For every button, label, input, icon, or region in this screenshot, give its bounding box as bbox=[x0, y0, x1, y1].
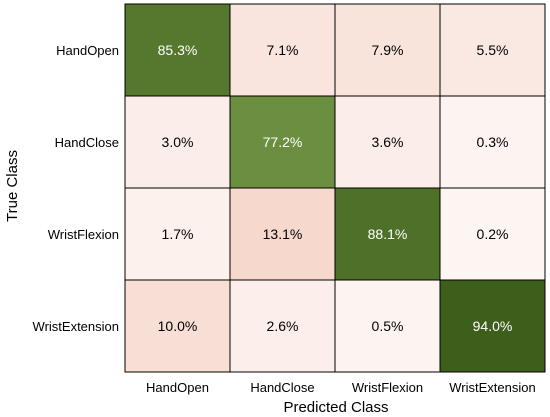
y-tick-label-2: WristFlexion bbox=[48, 227, 119, 242]
cell-value-label-2-1: 13.1% bbox=[263, 226, 303, 242]
cell-value-label-3-0: 10.0% bbox=[158, 318, 198, 334]
x-tick-label-2: WristFlexion bbox=[352, 380, 423, 395]
cell-value-label-3-1: 2.6% bbox=[267, 318, 299, 334]
cell-value-label-2-3: 0.2% bbox=[477, 226, 509, 242]
y-tick-label-3: WristExtension bbox=[33, 319, 119, 334]
x-tick-labels: HandOpen HandClose WristFlexion WristExtens… bbox=[146, 380, 536, 395]
y-tick-label-0: HandOpen bbox=[56, 43, 119, 58]
y-tick-label-1: HandClose bbox=[55, 135, 119, 150]
cell-value-label-1-3: 0.3% bbox=[477, 134, 509, 150]
cell-value-label-0-1: 7.1% bbox=[267, 42, 299, 58]
cell-value-label-3-3: 94.0% bbox=[473, 318, 513, 334]
cell-value-label-2-0: 1.7% bbox=[162, 226, 194, 242]
cell-value-label-0-0: 85.3% bbox=[158, 42, 198, 58]
cell-value-label-1-1: 77.2% bbox=[263, 134, 303, 150]
x-axis-label: Predicted Class bbox=[283, 399, 388, 416]
cell-value-label-3-2: 0.5% bbox=[372, 318, 404, 334]
cell-value-label-0-3: 5.5% bbox=[477, 42, 509, 58]
x-tick-label-0: HandOpen bbox=[146, 380, 209, 395]
cell-value-label-2-2: 88.1% bbox=[368, 226, 408, 242]
cell-value-label-1-2: 3.6% bbox=[372, 134, 404, 150]
heatmap-cells bbox=[125, 4, 545, 372]
y-tick-labels: HandOpen HandClose WristFlexion WristExtens… bbox=[33, 43, 119, 334]
x-tick-label-3: WristExtension bbox=[449, 380, 535, 395]
y-axis-label: True Class bbox=[4, 150, 21, 222]
x-tick-label-1: HandClose bbox=[250, 380, 314, 395]
cell-value-label-1-0: 3.0% bbox=[162, 134, 194, 150]
cell-value-label-0-2: 7.9% bbox=[372, 42, 404, 58]
